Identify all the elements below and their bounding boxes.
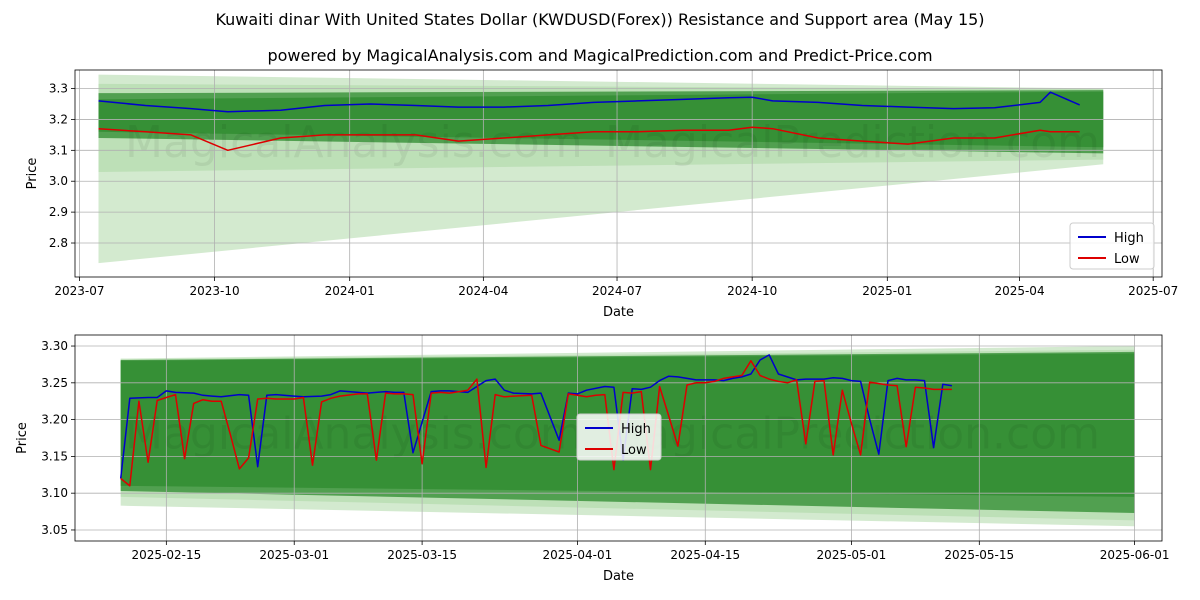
series-line-low: [98, 126, 1080, 152]
x-tick-label: 2025-05-15: [944, 548, 1014, 562]
y-tick-label: 3.1: [49, 143, 68, 157]
series-group: [119, 354, 953, 487]
x-tick-label: 2025-06-01: [1100, 548, 1170, 562]
y-tick-label: 2.8: [49, 236, 68, 250]
y-tick-label: 3.25: [41, 376, 68, 390]
x-axis-label: Date: [603, 569, 634, 584]
x-tick-label: 2025-04: [994, 284, 1044, 298]
watermark-text: MagicalPrediction.com: [605, 408, 1100, 459]
y-axis-label: Price: [25, 158, 40, 190]
x-tick-label: 2024-04: [458, 284, 508, 298]
legend-label-high: High: [621, 422, 651, 437]
resistance-support-bands: [98, 74, 1104, 264]
y-tick-label: 3.15: [41, 449, 68, 463]
legend-label-high: High: [1114, 231, 1144, 246]
y-tick-label: 3.10: [41, 486, 68, 500]
x-tick-label: 2025-01: [862, 284, 912, 298]
series-line-low: [120, 360, 952, 487]
legend-box: [1069, 222, 1155, 270]
legend-label-low: Low: [1114, 252, 1140, 267]
y-tick-label: 3.3: [49, 82, 68, 96]
legend-box: [576, 413, 662, 461]
x-tick-label: 2025-07: [1128, 284, 1178, 298]
y-tick-label: 3.0: [49, 174, 68, 188]
plot-frame: [74, 334, 1163, 542]
x-tick-label: 2024-10: [727, 284, 777, 298]
x-tick-label: 2024-01: [325, 284, 375, 298]
x-tick-label: 2025-04-01: [543, 548, 613, 562]
y-tick-label: 3.30: [41, 339, 68, 353]
x-tick-label: 2025-02-15: [131, 548, 201, 562]
x-axis-label: Date: [603, 305, 634, 320]
legend: High Low: [576, 413, 662, 461]
plot-panel-top: MagicalAnalysis.com MagicalPrediction.com…: [25, 69, 1178, 320]
y-tick-label: 2.9: [49, 205, 68, 219]
y-axis-label: Price: [15, 422, 30, 454]
x-tick-label: 2024-07: [592, 284, 642, 298]
legend-label-low: Low: [621, 443, 647, 458]
series-line-high: [119, 354, 953, 479]
x-tick-label: 2023-10: [189, 284, 239, 298]
legend: High Low: [1069, 222, 1155, 270]
x-tick-label: 2023-07: [54, 284, 104, 298]
plot-panel-bottom: MagicalAnalysis.com MagicalPrediction.com…: [15, 334, 1170, 584]
watermark-text: MagicalPrediction.com: [605, 117, 1100, 168]
x-tick-label: 2025-03-15: [387, 548, 457, 562]
x-tick-label: 2025-03-01: [259, 548, 329, 562]
y-tick-label: 3.05: [41, 523, 68, 537]
plot-frame: [74, 69, 1163, 278]
x-tick-label: 2025-05-01: [817, 548, 887, 562]
chart-subtitle: powered by MagicalAnalysis.com and Magic…: [267, 46, 933, 65]
series-line-high: [98, 91, 1080, 113]
watermark-text: MagicalAnalysis.com: [125, 117, 583, 168]
y-tick-label: 3.2: [49, 112, 68, 126]
y-tick-label: 3.20: [41, 413, 68, 427]
chart-title: Kuwaiti dinar With United States Dollar …: [215, 10, 985, 29]
series-group: [98, 91, 1080, 152]
x-tick-label: 2025-04-15: [670, 548, 740, 562]
watermark-text: MagicalAnalysis.com: [125, 408, 583, 459]
